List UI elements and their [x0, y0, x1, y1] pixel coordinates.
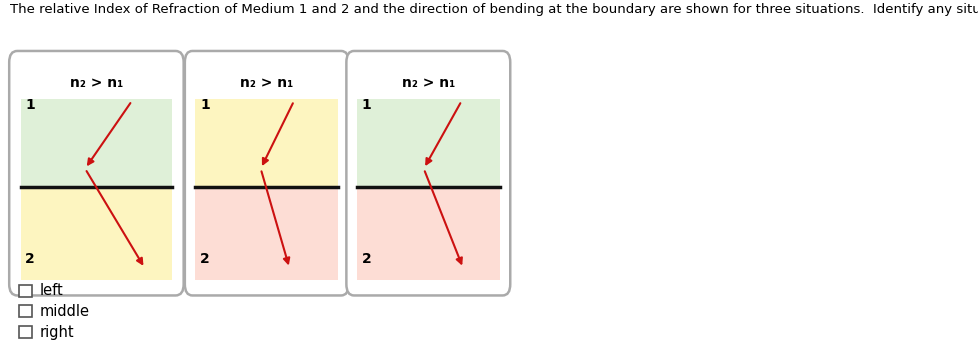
Text: n₂ > n₁: n₂ > n₁ — [240, 76, 293, 90]
Text: n₂ > n₁: n₂ > n₁ — [401, 76, 455, 90]
Bar — [20, 285, 31, 297]
Bar — [20, 326, 31, 338]
Bar — [21, 98, 172, 187]
Text: n₂ > n₁: n₂ > n₁ — [69, 76, 123, 90]
FancyBboxPatch shape — [9, 51, 184, 295]
FancyBboxPatch shape — [185, 51, 348, 295]
FancyBboxPatch shape — [346, 51, 510, 295]
Text: 2: 2 — [200, 252, 209, 266]
Bar — [196, 187, 337, 280]
Bar — [357, 187, 499, 280]
Text: 1: 1 — [200, 98, 209, 112]
Text: 1: 1 — [25, 98, 35, 112]
Text: right: right — [39, 324, 73, 340]
Text: 2: 2 — [361, 252, 371, 266]
Text: left: left — [39, 283, 63, 298]
Text: middle: middle — [39, 304, 89, 319]
Text: 2: 2 — [25, 252, 35, 266]
Bar — [196, 98, 337, 187]
Text: 1: 1 — [361, 98, 371, 112]
Text: The relative Index of Refraction of Medium 1 and 2 and the direction of bending : The relative Index of Refraction of Medi… — [10, 3, 978, 16]
Bar — [20, 305, 31, 318]
Bar — [357, 98, 499, 187]
Bar — [21, 187, 172, 280]
